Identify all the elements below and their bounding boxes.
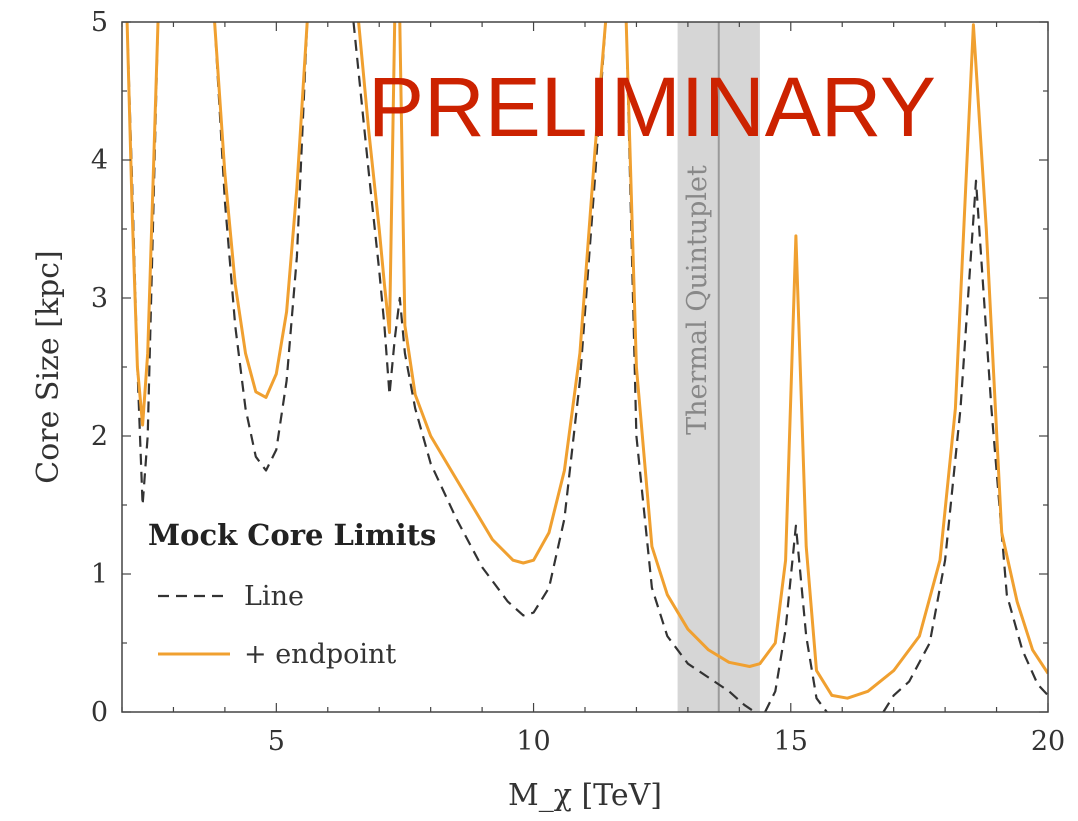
legend: Mock Core Limits Line + endpoint xyxy=(148,518,436,670)
y-tick-label: 5 xyxy=(91,7,108,38)
line-series-segment-2 xyxy=(352,22,607,617)
line-series-segment-0 xyxy=(126,22,160,507)
tick-layer: 5 10 15 20 0 1 2 3 4 5 xyxy=(91,7,1065,757)
y-tick-label: 2 xyxy=(91,421,108,452)
line-series-segment-3 xyxy=(625,22,756,712)
x-tick-label: 5 xyxy=(268,726,285,757)
endpoint-series-segment-2 xyxy=(357,22,397,334)
band-label: Thermal Quintuplet xyxy=(682,165,713,435)
line-series-segment-5 xyxy=(882,179,1048,712)
legend-label-line: Line xyxy=(244,581,304,612)
thermal-quintuplet-band xyxy=(677,22,760,712)
x-tick-label: 20 xyxy=(1031,726,1065,757)
endpoint-series-segment-3 xyxy=(398,22,608,565)
y-tick-label: 1 xyxy=(91,559,108,590)
y-tick-label: 0 xyxy=(91,697,108,728)
legend-title: Mock Core Limits xyxy=(148,518,436,552)
x-axis-title: M_χ [TeV] xyxy=(508,778,662,813)
preliminary-watermark: PRELIMINARY xyxy=(368,60,936,154)
endpoint-series-segment-1 xyxy=(213,22,309,399)
line-series-segment-4 xyxy=(764,524,828,712)
x-tick-label: 15 xyxy=(774,726,808,757)
endpoint-series-segment-4 xyxy=(624,22,1048,700)
y-axis-title: Core Size [kpc] xyxy=(31,250,66,483)
series-layer xyxy=(125,22,1048,712)
y-tick-label: 4 xyxy=(91,145,108,176)
line-series-segment-1 xyxy=(213,22,309,472)
x-tick-label: 10 xyxy=(516,726,550,757)
y-tick-label: 3 xyxy=(91,283,108,314)
endpoint-series-segment-0 xyxy=(125,22,160,427)
legend-label-endpoint: + endpoint xyxy=(244,639,396,670)
